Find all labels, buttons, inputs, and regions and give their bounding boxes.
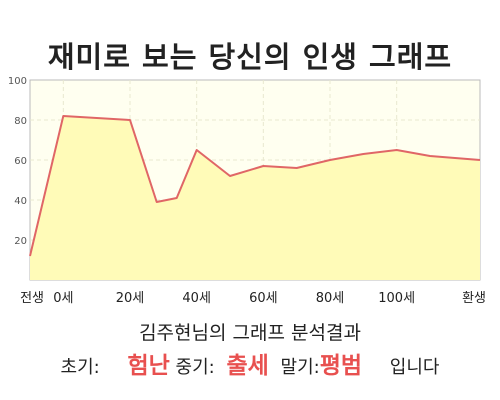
x-tick-label: 60세 <box>249 291 278 306</box>
y-tick-label: 40 <box>14 196 27 207</box>
result-ending: 입니다 <box>389 357 440 378</box>
chart-title: 재미로 보는 당신의 인생 그래프 <box>47 40 453 74</box>
x-tick-label: 환생 <box>462 291 486 306</box>
x-tick-label: 20세 <box>116 291 145 306</box>
early-label: 초기: <box>60 357 100 378</box>
early-value: 험난 <box>127 353 170 379</box>
x-axis-ticks: 전생 0세 20세 40세 60세 80세 100세 환생 <box>20 291 486 306</box>
analysis-result: 초기: 험난 중기: 출세 말기:평범 입니다 <box>0 346 500 380</box>
x-tick-label: 0세 <box>53 291 73 306</box>
analysis-title: 김주현님의 그래프 분석결과 <box>139 322 361 344</box>
series-area <box>30 116 480 280</box>
x-tick-label: 100세 <box>378 291 415 306</box>
y-tick-label: 80 <box>14 116 27 127</box>
x-tick-label: 전생 <box>20 291 44 306</box>
x-tick-label: 80세 <box>316 291 345 306</box>
y-tick-label: 60 <box>14 156 27 167</box>
y-axis-ticks: 20 40 60 80 100 <box>8 76 27 247</box>
y-tick-label: 100 <box>8 76 27 87</box>
mid-value: 출세 <box>226 353 269 379</box>
late-label: 말기: <box>280 357 320 378</box>
series-line <box>29 115 481 257</box>
late-value: 평범 <box>319 353 363 379</box>
mid-label: 중기: <box>175 357 215 378</box>
y-tick-label: 20 <box>14 236 27 247</box>
x-tick-label: 40세 <box>182 291 211 306</box>
